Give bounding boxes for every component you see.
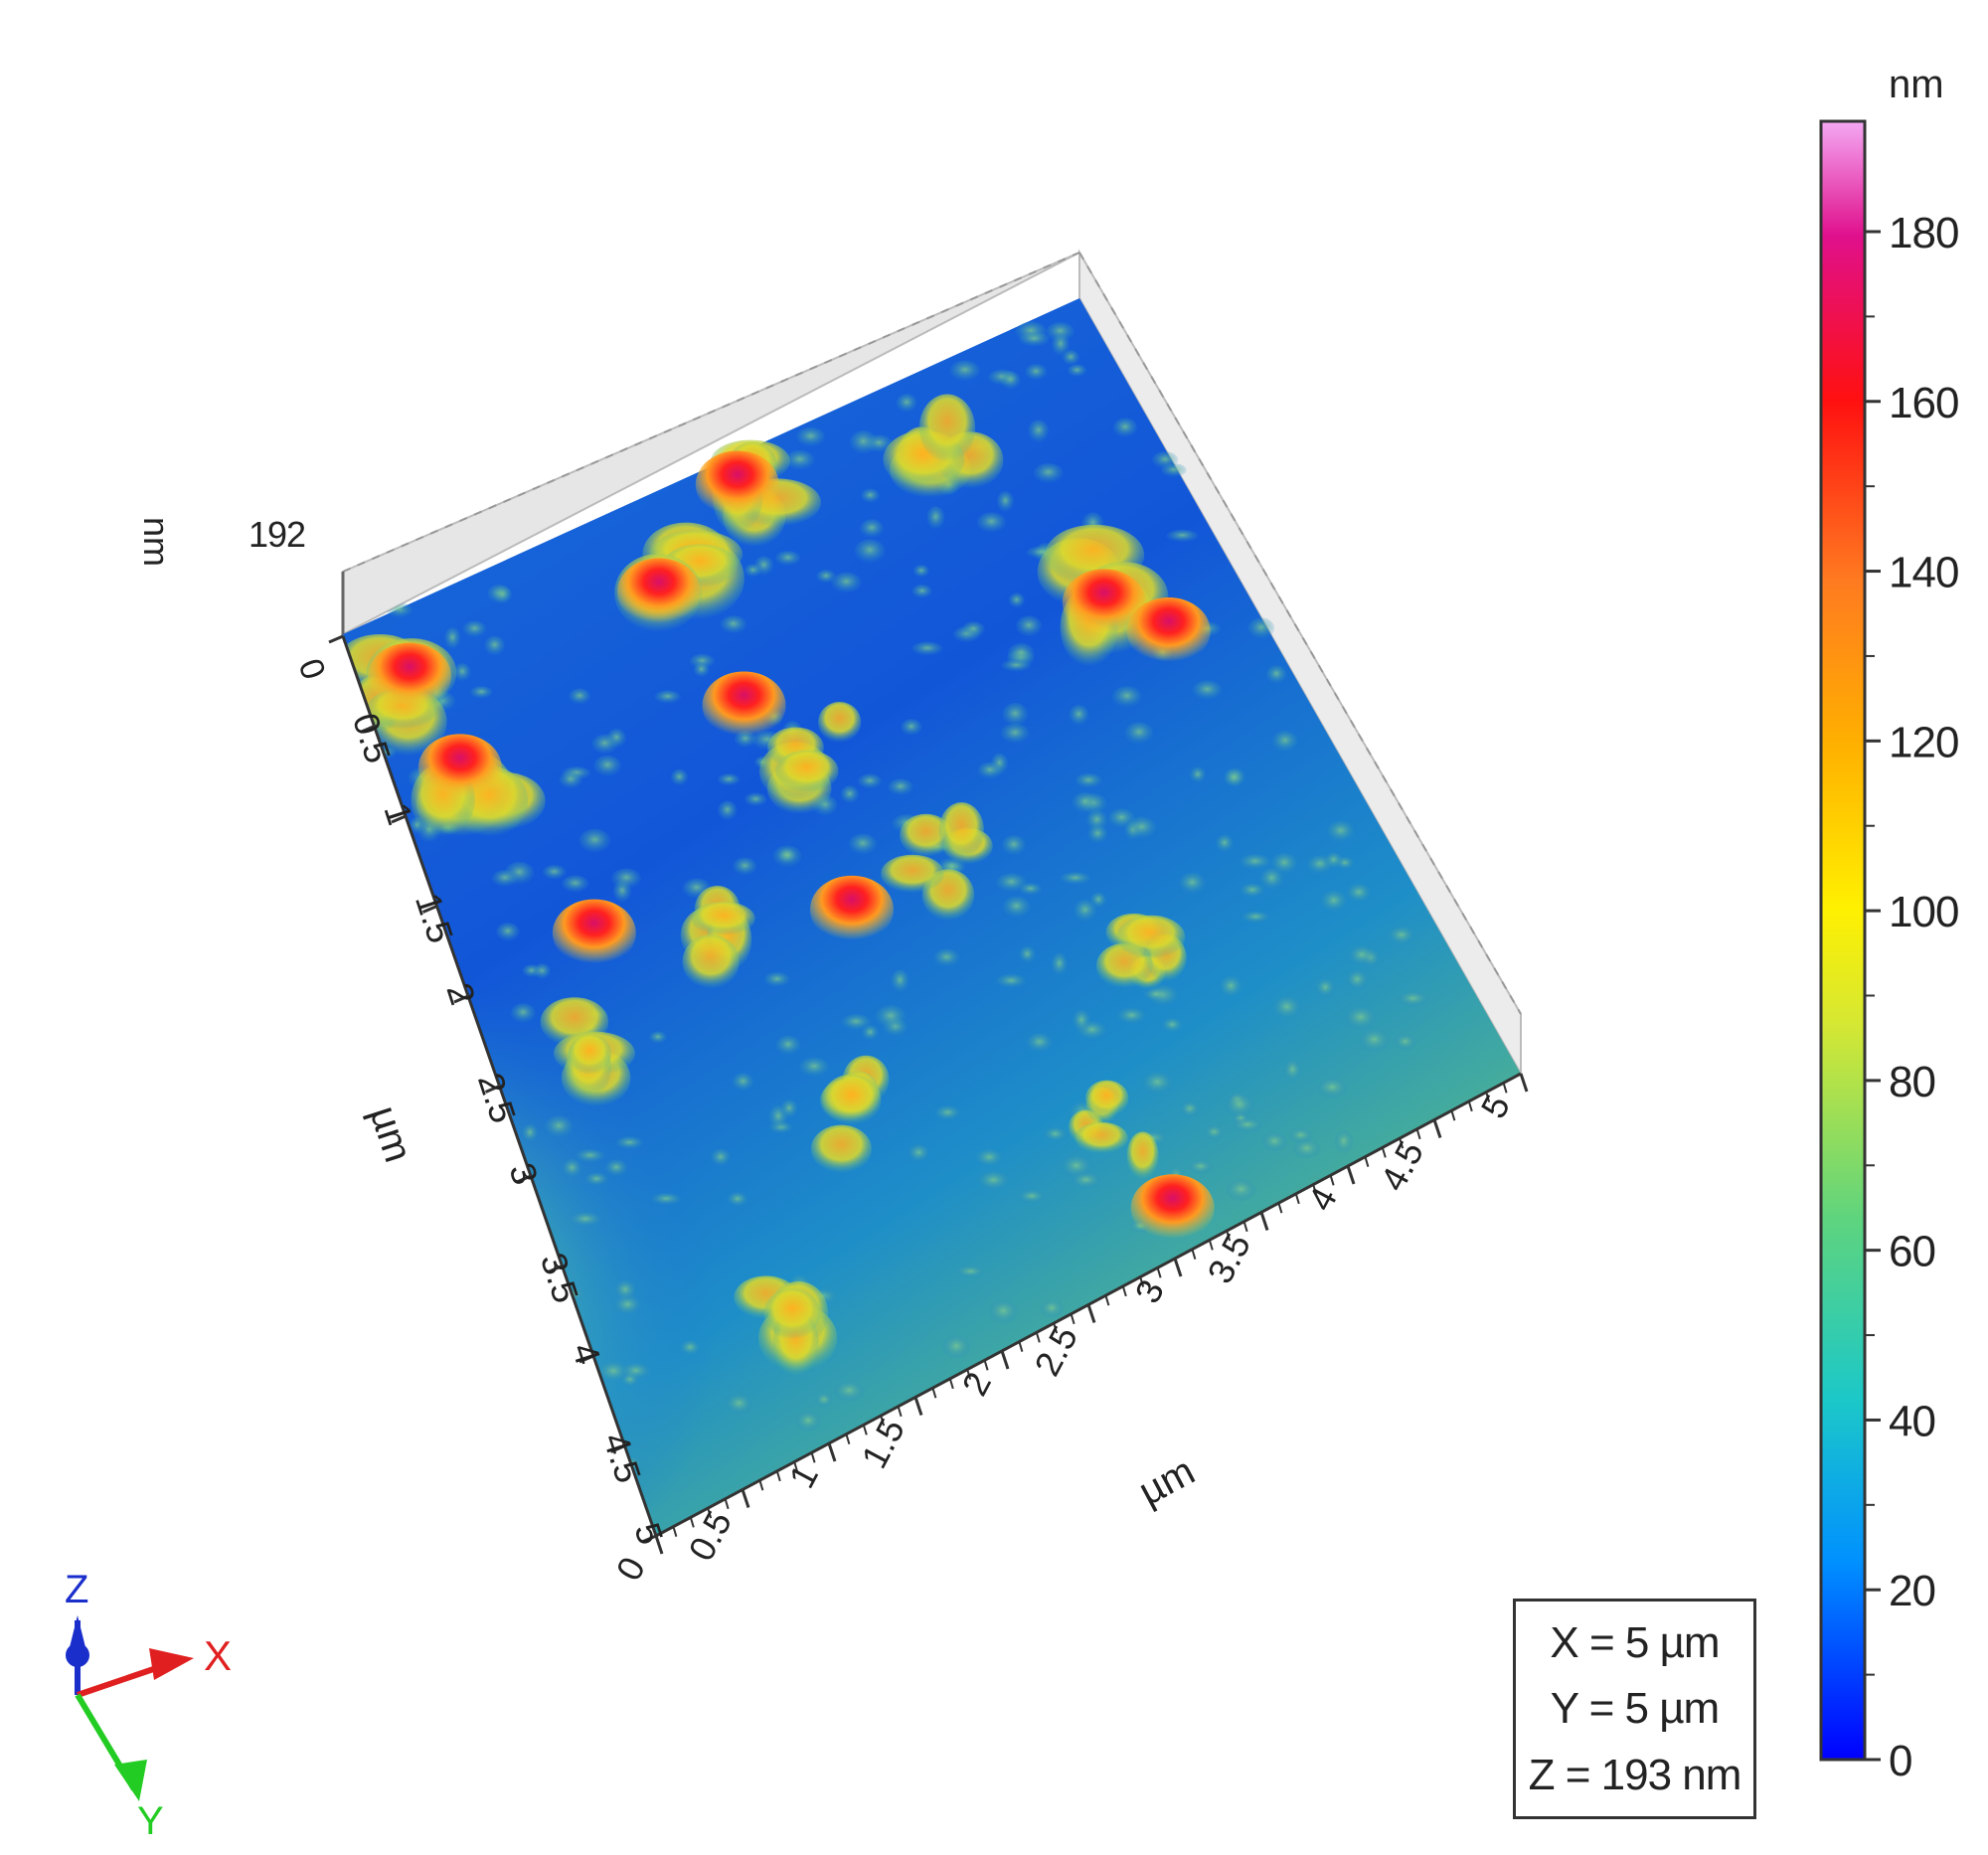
z-max-label: 192	[248, 514, 305, 555]
x-tick	[654, 1535, 664, 1555]
x-tick	[672, 1526, 678, 1537]
colorbar-gradient	[1819, 119, 1867, 1762]
axes-gizmo: Z X Y	[65, 1568, 232, 1843]
colorbar-tick-label: 180	[1889, 209, 1958, 257]
x-tick	[1312, 1184, 1318, 1195]
colorbar-tick-label: 0	[1889, 1737, 1911, 1785]
colorbar-unit-label: nm	[1889, 63, 1944, 106]
x-tick	[966, 1369, 972, 1380]
x-tick	[880, 1415, 886, 1427]
x-tick	[862, 1425, 868, 1435]
x-tick	[1242, 1221, 1248, 1233]
x-tick	[741, 1489, 750, 1508]
gizmo-x-label: X	[204, 1632, 232, 1679]
x-axis-unit-label: µm	[1132, 1449, 1202, 1514]
colorbar-tick-label: 120	[1889, 718, 1958, 766]
y-tick	[641, 1534, 657, 1544]
x-tick	[1277, 1202, 1283, 1214]
x-tick	[1053, 1322, 1059, 1334]
x-tick-label: 1	[780, 1458, 826, 1495]
surface-topography	[343, 298, 1521, 1536]
gizmo-y-label: Y	[137, 1799, 164, 1843]
x-tick	[845, 1433, 851, 1444]
dimension-x: X = 5 µm	[1550, 1617, 1720, 1667]
x-tick	[1086, 1304, 1096, 1323]
x-tick	[1364, 1156, 1370, 1167]
x-tick	[1432, 1119, 1442, 1138]
x-tick	[1156, 1267, 1162, 1278]
y-tick	[579, 1354, 594, 1364]
x-tick	[1399, 1137, 1405, 1149]
colorbar-tick-label: 40	[1889, 1397, 1935, 1445]
x-tick-label: 2	[953, 1366, 999, 1403]
bounding-box	[341, 249, 1522, 1078]
colorbar-tick-label: 60	[1889, 1228, 1935, 1276]
y-tick	[484, 1085, 501, 1094]
x-tick	[931, 1387, 937, 1399]
y-tick-label: 5	[626, 1518, 671, 1550]
x-tick	[1450, 1109, 1456, 1121]
x-tick	[827, 1442, 837, 1462]
x-tick	[1381, 1147, 1387, 1158]
colorbar-tick-label: 100	[1889, 888, 1958, 936]
x-tick	[1000, 1350, 1010, 1370]
scan-dimensions-box: X = 5 µm Y = 5 µm Z = 193 nm	[1513, 1599, 1756, 1819]
z-zero-label: 0	[290, 654, 332, 685]
x-tick	[948, 1378, 954, 1390]
y-tick	[516, 1174, 532, 1184]
x-tick	[1208, 1240, 1214, 1251]
dimension-y: Y = 5 µm	[1550, 1684, 1720, 1733]
x-tick	[1346, 1165, 1356, 1185]
gizmo-z-label: Z	[65, 1568, 88, 1611]
x-tick	[1139, 1276, 1145, 1287]
x-tick	[1502, 1083, 1508, 1094]
colorbar: nm 0 20 40 60 80 100 120 140 160 180	[1819, 63, 1959, 1785]
x-tick	[1173, 1258, 1183, 1277]
y-tick	[453, 994, 469, 1004]
x-tick	[1070, 1313, 1076, 1325]
colorbar-tick-label: 20	[1889, 1567, 1935, 1615]
x-tick-label: 4	[1299, 1181, 1345, 1218]
z-unit-label: nm	[136, 517, 177, 567]
colorbar-tick-label: 140	[1889, 549, 1958, 597]
x-tick	[913, 1397, 923, 1416]
x-tick	[707, 1507, 713, 1519]
colorbar-tick-label: 80	[1889, 1058, 1935, 1106]
y-tick	[609, 1444, 626, 1453]
y-tick	[421, 905, 438, 914]
x-tick	[1294, 1193, 1300, 1205]
x-tick	[1018, 1341, 1024, 1352]
x-tick	[758, 1479, 764, 1491]
x-tick	[983, 1360, 989, 1371]
dimension-z: Z = 193 nm	[1528, 1750, 1742, 1799]
colorbar-tick-label: 160	[1889, 379, 1958, 427]
y-axis-unit-label: µm	[361, 1100, 419, 1167]
x-tick	[793, 1461, 799, 1472]
x-tick-label: 0	[607, 1551, 653, 1588]
x-tick	[1415, 1128, 1421, 1140]
x-tick	[724, 1498, 730, 1510]
x-tick	[1485, 1092, 1491, 1102]
x-tick	[810, 1452, 816, 1463]
x-tick-label: 5	[1472, 1089, 1518, 1125]
x-tick	[897, 1406, 903, 1418]
x-tick	[775, 1470, 781, 1482]
y-tick	[547, 1265, 564, 1273]
y-tick	[391, 814, 407, 824]
x-tick	[1035, 1332, 1041, 1343]
x-tick	[1191, 1249, 1197, 1260]
x-tick	[1259, 1212, 1269, 1231]
x-tick	[1467, 1100, 1473, 1112]
x-tick	[1519, 1073, 1529, 1093]
x-tick	[1226, 1230, 1232, 1242]
x-tick	[1121, 1285, 1127, 1297]
y-tick	[359, 725, 376, 734]
x-tick	[1329, 1175, 1335, 1186]
x-tick	[1104, 1294, 1110, 1306]
y-tick	[328, 634, 344, 644]
x-tick-label: 3	[1126, 1273, 1172, 1310]
x-tick	[689, 1517, 695, 1528]
